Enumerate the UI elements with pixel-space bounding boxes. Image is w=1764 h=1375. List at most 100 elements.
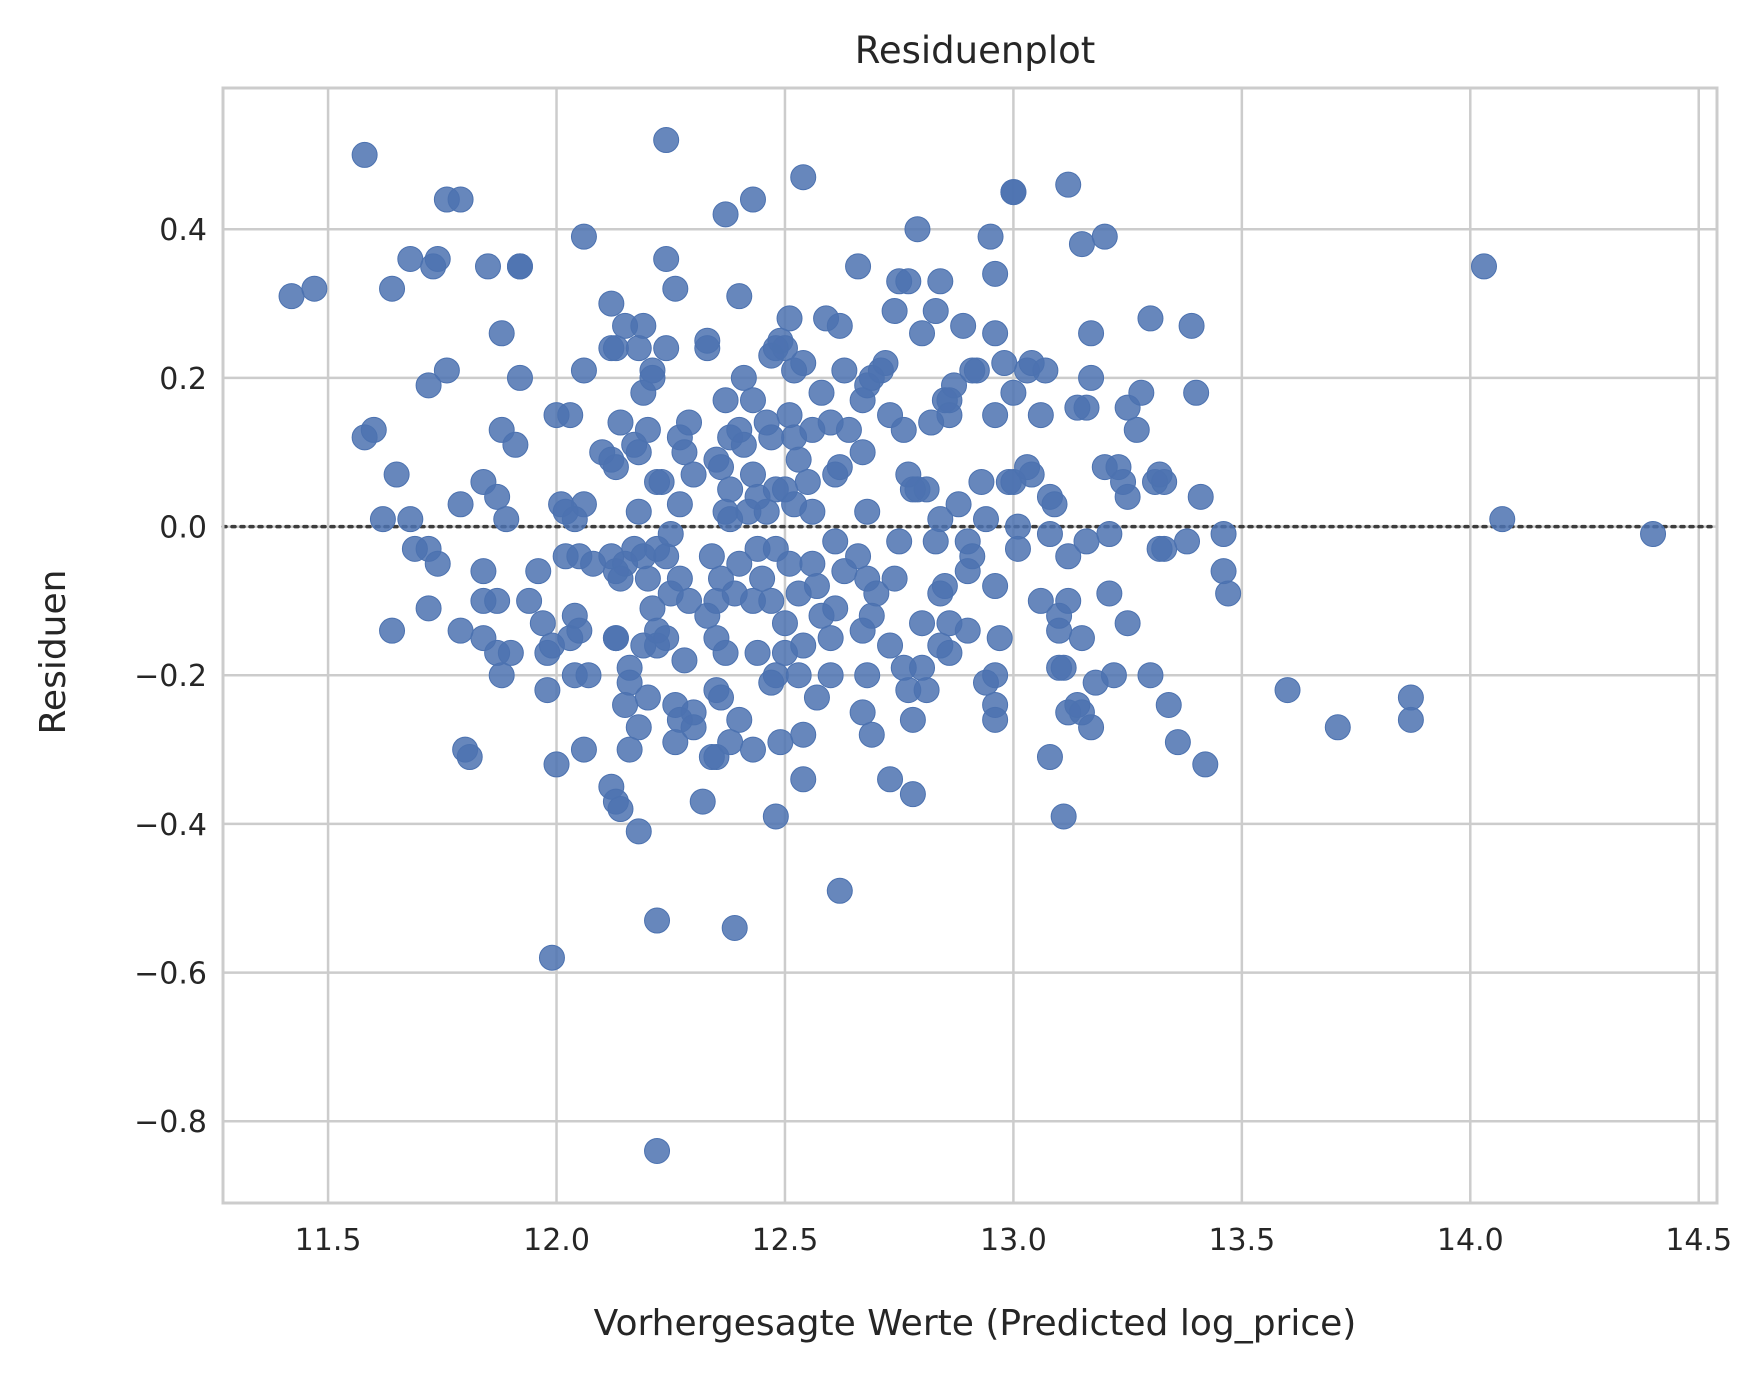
- data-point: [379, 617, 406, 644]
- data-point: [854, 498, 881, 525]
- data-point: [849, 699, 876, 726]
- data-point: [680, 461, 707, 488]
- data-point: [1397, 706, 1424, 733]
- data-point: [484, 587, 511, 614]
- chart-title: Residuenplot: [855, 29, 1095, 72]
- data-point: [822, 595, 849, 622]
- data-point: [301, 275, 328, 302]
- data-point: [895, 268, 922, 295]
- data-point: [927, 268, 954, 295]
- data-point: [616, 736, 643, 763]
- data-point: [1055, 587, 1082, 614]
- data-point: [799, 498, 826, 525]
- data-point: [1055, 543, 1082, 570]
- data-point: [849, 617, 876, 644]
- data-point: [360, 416, 387, 443]
- data-point: [708, 684, 734, 711]
- data-point: [1068, 231, 1095, 258]
- data-points: [278, 127, 1667, 1164]
- data-point: [575, 662, 602, 689]
- data-point: [945, 491, 972, 518]
- data-point: [822, 528, 849, 555]
- y-axis-label: Residuen: [33, 570, 74, 735]
- data-point: [922, 298, 949, 324]
- data-point: [648, 468, 675, 495]
- data-point: [730, 364, 757, 391]
- data-point: [625, 818, 652, 845]
- data-point: [771, 610, 798, 637]
- data-point: [447, 491, 474, 518]
- data-point: [1000, 379, 1027, 406]
- data-point: [790, 766, 817, 793]
- data-point: [1164, 729, 1191, 756]
- data-point: [538, 944, 565, 971]
- x-tick-label: 14.5: [1665, 1223, 1732, 1258]
- data-point: [982, 260, 1009, 287]
- data-point: [776, 550, 803, 577]
- data-point: [941, 372, 968, 399]
- data-point: [415, 372, 442, 399]
- data-point: [776, 402, 803, 429]
- data-point: [493, 506, 520, 533]
- data-point: [899, 781, 926, 808]
- data-point: [717, 476, 744, 503]
- data-point: [397, 506, 424, 533]
- data-point: [671, 647, 698, 674]
- data-point: [890, 416, 917, 443]
- data-point: [762, 803, 789, 830]
- data-point: [488, 662, 515, 689]
- data-point: [625, 335, 652, 362]
- data-point: [1032, 357, 1059, 384]
- data-point: [543, 751, 570, 778]
- data-point: [447, 186, 474, 213]
- data-point: [712, 387, 739, 414]
- data-point: [612, 691, 639, 718]
- data-point: [1078, 320, 1105, 347]
- data-point: [671, 439, 698, 466]
- data-point: [607, 409, 634, 436]
- data-point: [922, 528, 949, 555]
- x-tick-label: 12.5: [752, 1223, 819, 1258]
- data-point: [676, 587, 703, 614]
- y-tick-label: 0.2: [159, 362, 207, 397]
- y-tick-label: −0.8: [134, 1105, 207, 1140]
- data-point: [529, 610, 556, 637]
- data-point: [909, 654, 936, 681]
- data-point: [835, 416, 862, 443]
- data-point: [1050, 803, 1077, 830]
- data-point: [1078, 364, 1105, 391]
- data-point: [1397, 684, 1424, 711]
- data-point: [726, 283, 753, 310]
- data-point: [899, 706, 926, 733]
- data-point: [1192, 751, 1219, 778]
- data-point: [1210, 521, 1237, 547]
- data-point: [721, 914, 748, 941]
- data-point: [680, 714, 707, 741]
- data-point: [1489, 506, 1516, 533]
- data-point: [1174, 528, 1201, 555]
- data-point: [845, 253, 872, 280]
- data-point: [433, 357, 460, 384]
- data-point: [785, 662, 812, 689]
- data-point: [625, 439, 652, 466]
- data-point: [982, 573, 1009, 600]
- data-point: [456, 744, 483, 770]
- data-point: [739, 736, 766, 763]
- data-point: [817, 625, 844, 652]
- data-point: [1036, 744, 1063, 770]
- data-point: [991, 350, 1018, 377]
- data-point: [1187, 483, 1214, 510]
- data-point: [845, 543, 872, 570]
- data-point: [794, 468, 821, 495]
- data-point: [982, 402, 1009, 429]
- x-tick-label: 11.5: [295, 1223, 362, 1258]
- data-point: [607, 796, 634, 823]
- data-point: [506, 364, 533, 391]
- data-point: [639, 364, 666, 391]
- data-point: [383, 461, 410, 488]
- data-point: [1004, 535, 1031, 562]
- data-point: [1027, 587, 1054, 614]
- data-point: [744, 639, 771, 666]
- data-point: [447, 617, 474, 644]
